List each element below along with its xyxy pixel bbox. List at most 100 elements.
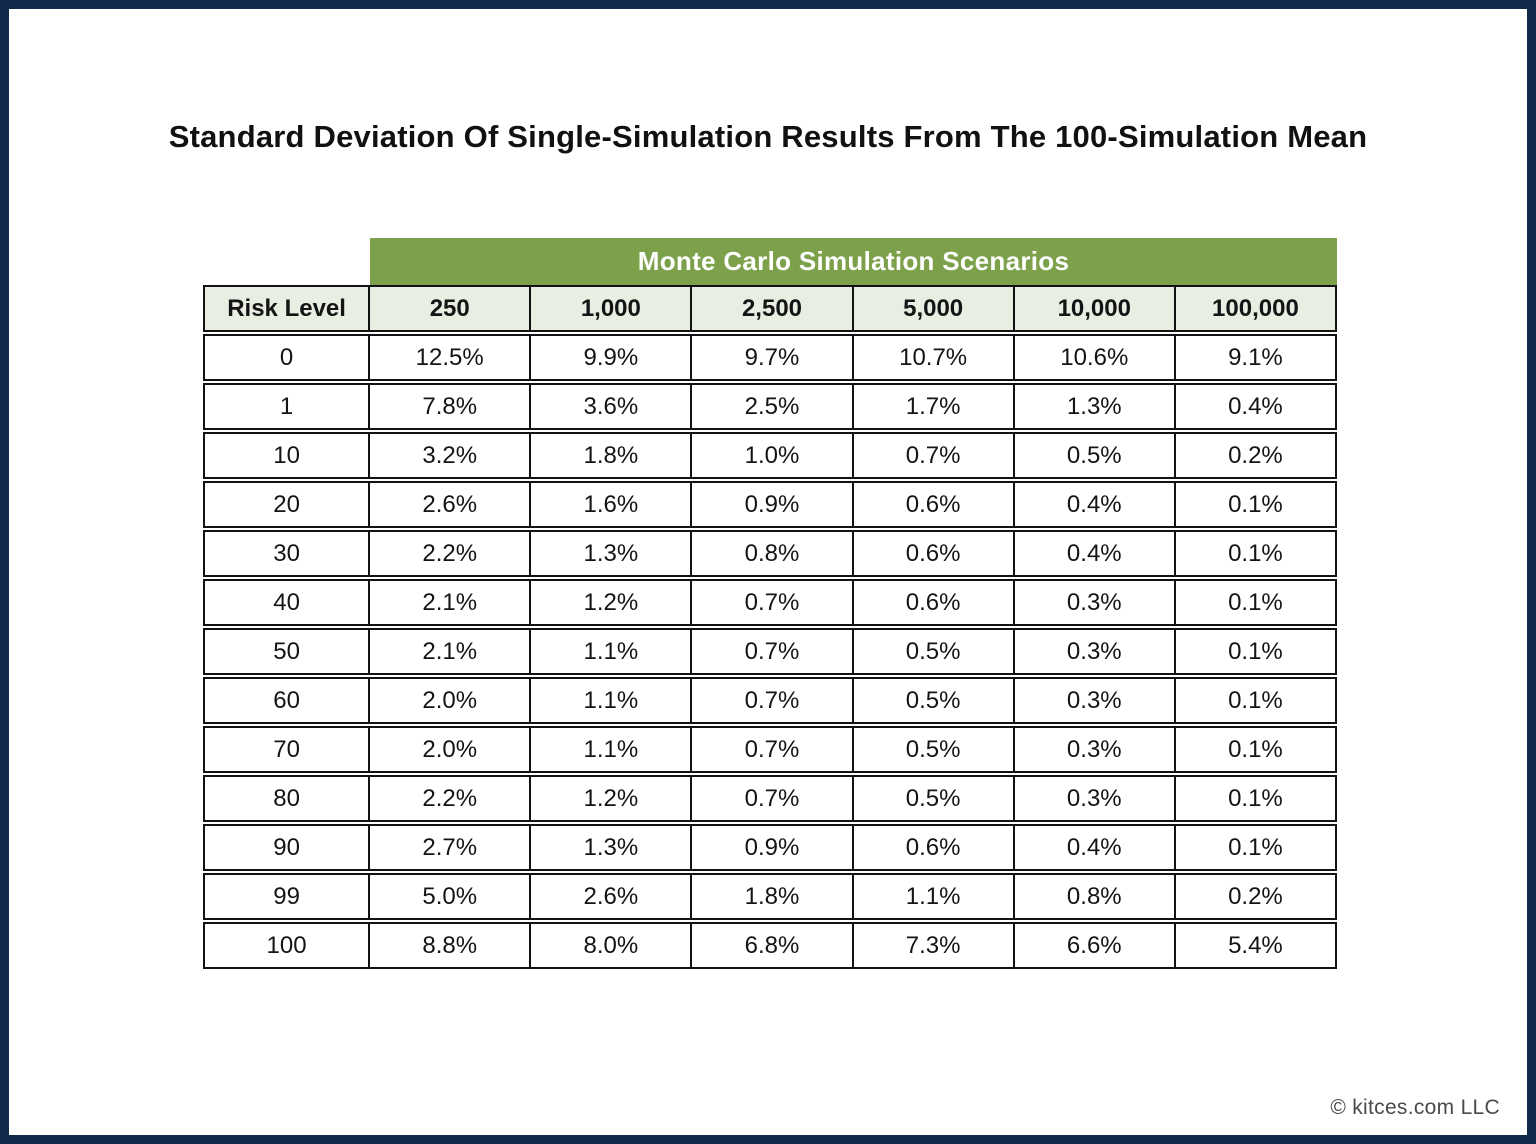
value-cell: 6.8% bbox=[692, 922, 854, 969]
table-row: 99 5.0% 2.6% 1.8% 1.1% 0.8% 0.2% bbox=[203, 873, 1337, 920]
value-cell: 0.1% bbox=[1175, 628, 1337, 675]
risk-level-cell: 20 bbox=[203, 481, 371, 528]
value-cell: 0.4% bbox=[1014, 824, 1176, 871]
value-cell: 0.3% bbox=[1014, 628, 1176, 675]
value-cell: 1.1% bbox=[853, 873, 1015, 920]
table-row: 100 8.8% 8.0% 6.8% 7.3% 6.6% 5.4% bbox=[203, 922, 1337, 969]
page-title: Standard Deviation Of Single-Simulation … bbox=[168, 119, 1368, 154]
value-cell: 0.6% bbox=[853, 579, 1015, 626]
table-row: 40 2.1% 1.2% 0.7% 0.6% 0.3% 0.1% bbox=[203, 579, 1337, 626]
value-cell: 1.3% bbox=[1014, 383, 1176, 430]
risk-level-cell: 99 bbox=[203, 873, 371, 920]
value-cell: 2.1% bbox=[370, 579, 532, 626]
value-cell: 0.1% bbox=[1175, 824, 1337, 871]
value-cell: 10.6% bbox=[1014, 334, 1176, 381]
value-cell: 7.8% bbox=[370, 383, 532, 430]
value-cell: 10.7% bbox=[853, 334, 1015, 381]
column-header-10000: 10,000 bbox=[1014, 285, 1176, 332]
value-cell: 0.5% bbox=[853, 628, 1015, 675]
value-cell: 1.1% bbox=[531, 628, 693, 675]
value-cell: 1.8% bbox=[692, 873, 854, 920]
value-cell: 0.7% bbox=[692, 579, 854, 626]
table-area: Monte Carlo Simulation Scenarios Risk Le… bbox=[203, 238, 1337, 971]
table-row: 0 12.5% 9.9% 9.7% 10.7% 10.6% 9.1% bbox=[203, 334, 1337, 381]
value-cell: 3.2% bbox=[370, 432, 532, 479]
column-header-100000: 100,000 bbox=[1175, 285, 1337, 332]
value-cell: 0.3% bbox=[1014, 726, 1176, 773]
value-cell: 0.9% bbox=[692, 824, 854, 871]
value-cell: 0.8% bbox=[692, 530, 854, 577]
value-cell: 1.2% bbox=[531, 579, 693, 626]
value-cell: 0.1% bbox=[1175, 726, 1337, 773]
table-row: 70 2.0% 1.1% 0.7% 0.5% 0.3% 0.1% bbox=[203, 726, 1337, 773]
value-cell: 1.3% bbox=[531, 530, 693, 577]
value-cell: 0.5% bbox=[853, 726, 1015, 773]
value-cell: 9.7% bbox=[692, 334, 854, 381]
value-cell: 1.3% bbox=[531, 824, 693, 871]
value-cell: 0.3% bbox=[1014, 579, 1176, 626]
copyright-text: © kitces.com LLC bbox=[1330, 1096, 1500, 1119]
value-cell: 0.9% bbox=[692, 481, 854, 528]
column-header-2500: 2,500 bbox=[692, 285, 854, 332]
risk-level-cell: 0 bbox=[203, 334, 371, 381]
value-cell: 2.0% bbox=[370, 726, 532, 773]
value-cell: 2.6% bbox=[531, 873, 693, 920]
risk-level-cell: 40 bbox=[203, 579, 371, 626]
value-cell: 0.1% bbox=[1175, 775, 1337, 822]
value-cell: 2.0% bbox=[370, 677, 532, 724]
risk-level-cell: 80 bbox=[203, 775, 371, 822]
scenarios-banner: Monte Carlo Simulation Scenarios bbox=[370, 238, 1337, 285]
value-cell: 1.7% bbox=[853, 383, 1015, 430]
column-header-250: 250 bbox=[370, 285, 532, 332]
table-row: 20 2.6% 1.6% 0.9% 0.6% 0.4% 0.1% bbox=[203, 481, 1337, 528]
value-cell: 0.7% bbox=[692, 775, 854, 822]
table-row: 80 2.2% 1.2% 0.7% 0.5% 0.3% 0.1% bbox=[203, 775, 1337, 822]
risk-level-cell: 30 bbox=[203, 530, 371, 577]
value-cell: 1.6% bbox=[531, 481, 693, 528]
value-cell: 0.5% bbox=[853, 677, 1015, 724]
column-header-5000: 5,000 bbox=[853, 285, 1015, 332]
table-row: 30 2.2% 1.3% 0.8% 0.6% 0.4% 0.1% bbox=[203, 530, 1337, 577]
column-header-1000: 1,000 bbox=[531, 285, 693, 332]
value-cell: 8.8% bbox=[370, 922, 532, 969]
value-cell: 2.7% bbox=[370, 824, 532, 871]
value-cell: 1.2% bbox=[531, 775, 693, 822]
value-cell: 1.1% bbox=[531, 677, 693, 724]
value-cell: 0.3% bbox=[1014, 677, 1176, 724]
value-cell: 0.1% bbox=[1175, 579, 1337, 626]
value-cell: 0.8% bbox=[1014, 873, 1176, 920]
value-cell: 9.1% bbox=[1175, 334, 1337, 381]
value-cell: 8.0% bbox=[531, 922, 693, 969]
risk-level-cell: 90 bbox=[203, 824, 371, 871]
table-row: 90 2.7% 1.3% 0.9% 0.6% 0.4% 0.1% bbox=[203, 824, 1337, 871]
value-cell: 1.1% bbox=[531, 726, 693, 773]
value-cell: 0.6% bbox=[853, 530, 1015, 577]
value-cell: 0.4% bbox=[1175, 383, 1337, 430]
table-row: 10 3.2% 1.8% 1.0% 0.7% 0.5% 0.2% bbox=[203, 432, 1337, 479]
value-cell: 0.6% bbox=[853, 824, 1015, 871]
risk-level-cell: 1 bbox=[203, 383, 371, 430]
value-cell: 0.7% bbox=[692, 726, 854, 773]
table-row: 1 7.8% 3.6% 2.5% 1.7% 1.3% 0.4% bbox=[203, 383, 1337, 430]
risk-level-cell: 60 bbox=[203, 677, 371, 724]
value-cell: 12.5% bbox=[370, 334, 532, 381]
table-row: 50 2.1% 1.1% 0.7% 0.5% 0.3% 0.1% bbox=[203, 628, 1337, 675]
value-cell: 7.3% bbox=[853, 922, 1015, 969]
value-cell: 0.7% bbox=[692, 677, 854, 724]
table-body: 0 12.5% 9.9% 9.7% 10.7% 10.6% 9.1% 1 7.8% 3.6% 2.5… bbox=[203, 334, 1337, 969]
value-cell: 0.1% bbox=[1175, 677, 1337, 724]
value-cell: 0.4% bbox=[1014, 481, 1176, 528]
table-row: 60 2.0% 1.1% 0.7% 0.5% 0.3% 0.1% bbox=[203, 677, 1337, 724]
value-cell: 5.0% bbox=[370, 873, 532, 920]
column-header-row: Risk Level 250 1,000 2,500 5,000 10,000 … bbox=[203, 285, 1337, 332]
value-cell: 0.2% bbox=[1175, 432, 1337, 479]
risk-level-cell: 70 bbox=[203, 726, 371, 773]
value-cell: 3.6% bbox=[531, 383, 693, 430]
value-cell: 2.5% bbox=[692, 383, 854, 430]
value-cell: 6.6% bbox=[1014, 922, 1176, 969]
value-cell: 2.6% bbox=[370, 481, 532, 528]
std-dev-table: Risk Level 250 1,000 2,500 5,000 10,000 … bbox=[203, 283, 1337, 971]
value-cell: 2.2% bbox=[370, 530, 532, 577]
risk-level-cell: 50 bbox=[203, 628, 371, 675]
